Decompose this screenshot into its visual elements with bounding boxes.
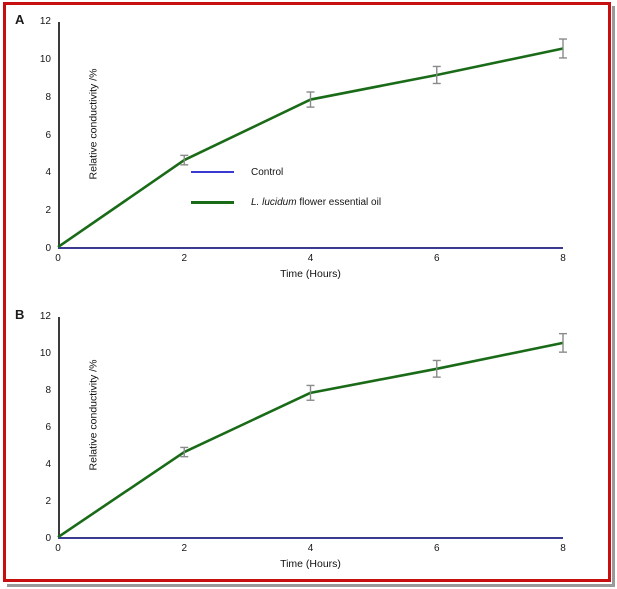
series-svg-a xyxy=(57,38,567,249)
legend-row-essential-oil: L. lucidum flower essential oil xyxy=(191,187,451,217)
error-bar xyxy=(306,384,315,401)
figure-shadow-right xyxy=(612,6,615,587)
y-tick-label-a: 10 xyxy=(39,53,51,65)
y-tick-label-a: 6 xyxy=(45,129,51,141)
y-tick-label-a: 0 xyxy=(45,243,51,254)
y-tick-label-a: 4 xyxy=(45,167,51,179)
y-tick-label-a: 12 xyxy=(39,16,51,27)
y-axis-b xyxy=(58,317,60,539)
legend-label-control: Control xyxy=(251,166,284,178)
legend: Control L. lucidum flower essential oil xyxy=(191,157,451,217)
x-tick-label-b: 4 xyxy=(307,543,314,554)
error-bar xyxy=(432,65,441,85)
y-tick-label-b: 4 xyxy=(45,459,51,470)
x-tick-label-a: 0 xyxy=(55,253,61,264)
panel-label-a: A xyxy=(15,12,25,27)
x-axis-label-a: Time (Hours) xyxy=(280,268,341,280)
error-bar xyxy=(559,38,567,59)
figure-border: A Relative conductivity /% Time (Hours) … xyxy=(3,2,611,582)
x-tick-label-b: 2 xyxy=(181,543,188,554)
error-bar xyxy=(180,446,189,458)
y-axis-a xyxy=(58,22,60,249)
x-tick-label-a: 8 xyxy=(560,253,566,264)
panel-b: B Relative conductivity /% Time (Hours) … xyxy=(6,298,608,579)
y-tick-label-a: 8 xyxy=(45,91,51,103)
x-tick-label-a: 4 xyxy=(307,253,314,264)
figure-shadow-bottom xyxy=(7,584,615,587)
x-axis-label-b: Time (Hours) xyxy=(280,558,341,570)
legend-row-control: Control xyxy=(191,157,451,187)
x-tick-label-a: 6 xyxy=(433,253,440,264)
error-bar xyxy=(432,359,441,378)
y-tick-label-b: 10 xyxy=(39,348,51,359)
x-tick-label-a: 2 xyxy=(181,253,188,264)
panel-a: A Relative conductivity /% Time (Hours) … xyxy=(6,5,608,298)
legend-label-essential-oil: L. lucidum flower essential oil xyxy=(251,197,381,208)
y-tick-label-b: 2 xyxy=(45,496,51,507)
y-tick-label-b: 0 xyxy=(45,533,51,544)
x-tick-label-b: 8 xyxy=(560,543,566,554)
y-tick-label-b: 6 xyxy=(45,422,51,433)
panel-label-b: B xyxy=(15,307,25,322)
legend-species-name: L. lucidum xyxy=(251,196,297,208)
x-tick-label-b: 0 xyxy=(55,543,61,554)
error-bar xyxy=(180,154,189,166)
legend-line-essential-oil xyxy=(191,200,234,204)
series-line xyxy=(57,341,564,539)
series-line xyxy=(57,47,564,249)
error-bar xyxy=(559,332,567,353)
error-bar xyxy=(306,91,315,108)
y-tick-label-b: 12 xyxy=(39,311,51,322)
legend-line-control xyxy=(191,171,234,173)
series-svg-b xyxy=(57,332,567,539)
x-tick-label-b: 6 xyxy=(433,543,440,554)
y-tick-label-a: 2 xyxy=(45,205,51,217)
y-tick-label-b: 8 xyxy=(45,385,51,396)
legend-label-suffix: flower essential oil xyxy=(296,196,382,208)
